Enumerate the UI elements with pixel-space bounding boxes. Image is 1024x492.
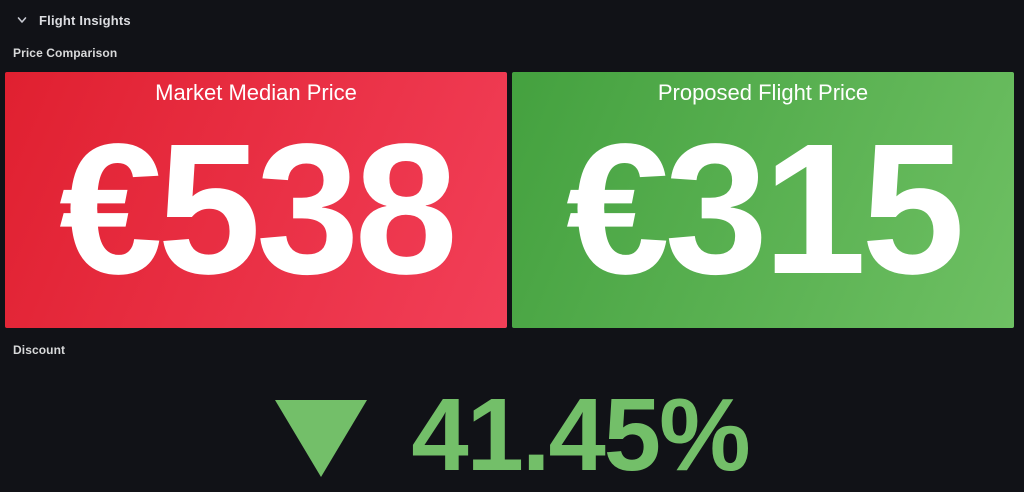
stat-proposed-flight-price: Proposed Flight Price €315 xyxy=(512,72,1014,328)
row-title: Flight Insights xyxy=(39,12,131,28)
chevron-down-icon[interactable] xyxy=(16,14,28,26)
row-header-flight-insights[interactable]: Flight Insights xyxy=(16,10,131,30)
discount-value: 41.45% xyxy=(411,376,750,492)
stat-label: Market Median Price xyxy=(155,80,357,105)
panel-title-price-comparison[interactable]: Price Comparison xyxy=(13,46,118,60)
stat-value: €538 xyxy=(59,106,458,314)
panel-title-discount[interactable]: Discount xyxy=(13,343,66,357)
triangle-down-icon xyxy=(275,399,368,477)
stat-market-median-price: Market Median Price €538 xyxy=(5,72,507,328)
stat-label: Proposed Flight Price xyxy=(657,80,869,105)
discount-panel: 41.45% xyxy=(0,383,1024,486)
stat-value: €315 xyxy=(566,106,965,314)
price-comparison-panel: Market Median Price €538 Proposed Flight… xyxy=(5,72,1014,328)
